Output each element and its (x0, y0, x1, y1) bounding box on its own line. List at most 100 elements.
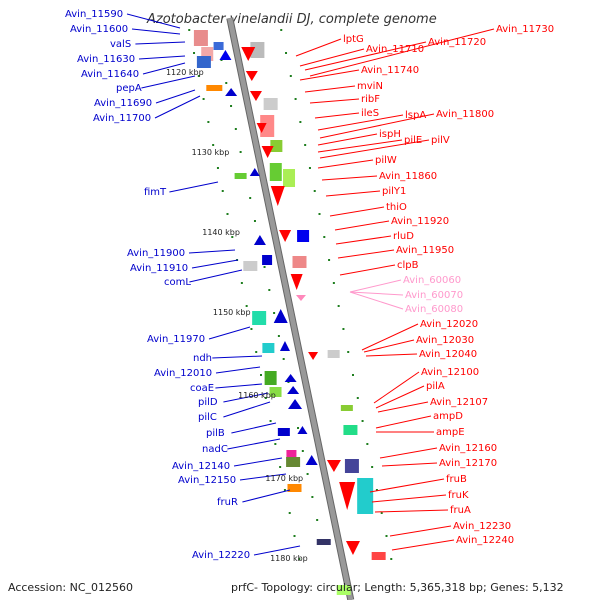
gene-arrow-forward (261, 146, 274, 158)
gene-label-avin-11720: Avin_11720 (428, 37, 486, 48)
gene-label-pepa: pepA (116, 83, 142, 94)
callout-line (325, 190, 381, 197)
callout-line (138, 55, 186, 60)
callout-line (391, 539, 455, 551)
accession-text: Accession: NC_012560 (8, 581, 134, 594)
gene-label-avin-12010: Avin_12010 (154, 368, 212, 379)
callout-line (141, 75, 196, 89)
gene-label-avin-11710: Avin_11710 (366, 44, 424, 55)
gene-block (286, 450, 297, 458)
gene-block (344, 459, 359, 473)
callout-line (373, 371, 420, 404)
gene-arrow-forward (256, 123, 267, 133)
callout-line (154, 95, 201, 119)
gene-label-avin-12240: Avin_12240 (456, 535, 514, 546)
gene-block (263, 98, 278, 110)
gene-label-pilc: pilC (198, 412, 217, 423)
scale-label: 1160 kbp (238, 391, 276, 400)
callout-line (208, 326, 251, 340)
gene-block (316, 539, 331, 545)
callout-line (361, 323, 419, 351)
gene-label-mvin: mviN (357, 81, 383, 92)
gene-block (262, 255, 273, 265)
gene-label-avin-12107: Avin_12107 (430, 397, 488, 408)
gene-block (327, 350, 340, 358)
gene-label-iles: ileS (361, 108, 379, 119)
gene-label-pile: pilE (404, 135, 422, 146)
gene-label-lptg: lptG (343, 34, 364, 45)
gene-arrow-reverse (219, 50, 232, 60)
callout-line (126, 13, 181, 29)
gene-block (336, 585, 351, 595)
gene-block (262, 343, 275, 353)
callout-line (334, 220, 390, 231)
gene-block (343, 425, 358, 435)
gene-label-avin-11910: Avin_11910 (130, 263, 188, 274)
callout-line (317, 159, 374, 169)
gene-label-avin-12030: Avin_12030 (416, 335, 474, 346)
map-title: Azotobacter vinelandii DJ, complete geno… (146, 12, 437, 27)
gene-block (264, 371, 277, 385)
gene-block (206, 85, 223, 91)
gene-arrow-forward (249, 91, 262, 101)
gene-label-avin-12150: Avin_12150 (178, 475, 236, 486)
gene-block (213, 42, 224, 50)
gene-label-avin-11800: Avin_11800 (436, 109, 494, 120)
gene-label-lspa: lspA (405, 110, 426, 121)
callout-line (335, 235, 392, 245)
callout-line (188, 249, 236, 254)
gene-label-frub: fruB (446, 474, 467, 485)
callout-line (314, 112, 360, 119)
callout-line (321, 175, 378, 181)
callout-line (191, 259, 239, 269)
gene-arrow-forward (290, 274, 303, 290)
gene-arrow-reverse (284, 374, 297, 382)
gene-label-avin-11640: Avin_11640 (81, 69, 139, 80)
gene-block (270, 140, 283, 152)
gene-label-avin-11860: Avin_11860 (379, 171, 437, 182)
gene-block (287, 484, 302, 492)
callout-line (363, 339, 415, 353)
scale-label: 1170 kbp (265, 474, 303, 483)
callout-line (142, 62, 186, 75)
callout-line (317, 114, 404, 131)
callout-line (379, 447, 438, 459)
callout-line (375, 415, 432, 429)
scale-labels: 1120 kbp 1130 kbp 1140 kbp 1150 kbp 1160 kbp… (166, 68, 308, 563)
gene-arrow-forward (241, 47, 256, 61)
callout-line (155, 89, 196, 104)
gene-block (269, 163, 282, 181)
callout-line (223, 392, 269, 403)
callout-line (309, 98, 360, 104)
callout-line (233, 457, 283, 467)
callout-lines (126, 13, 495, 556)
gene-label-avin-60060: Avin_60060 (403, 275, 461, 286)
gene-arrow-reverse (305, 455, 318, 465)
gene-arrow-forward (270, 186, 285, 206)
gene-label-avin-11970: Avin_11970 (147, 334, 205, 345)
callout-line (304, 85, 356, 93)
callout-line (227, 438, 281, 450)
gene-block (193, 30, 208, 46)
gene-block (252, 311, 267, 325)
callout-line (135, 41, 186, 45)
callout-line (242, 489, 291, 503)
topology-text: prfC- Topology: circular; Length: 5,365,… (231, 581, 564, 594)
callout-line (319, 139, 430, 159)
callout-line (169, 181, 219, 193)
gene-label-avin-12220: Avin_12220 (192, 550, 250, 561)
gene-arrow-reverse (273, 309, 288, 323)
scale-label: 1130 kbp (192, 148, 230, 157)
callout-line (339, 264, 396, 276)
scale-label: 1150 kbp (213, 308, 251, 317)
gene-arrow-reverse (288, 399, 303, 409)
gene-label-avin-60080: Avin_60080 (405, 304, 463, 315)
callout-line (231, 422, 277, 434)
callout-line (253, 545, 301, 556)
gene-arrow-reverse (253, 235, 266, 245)
callout-line (369, 478, 445, 493)
scale-label: 1140 kbp (202, 228, 240, 237)
gene-arrow-forward (339, 482, 356, 510)
backbone (227, 17, 354, 600)
